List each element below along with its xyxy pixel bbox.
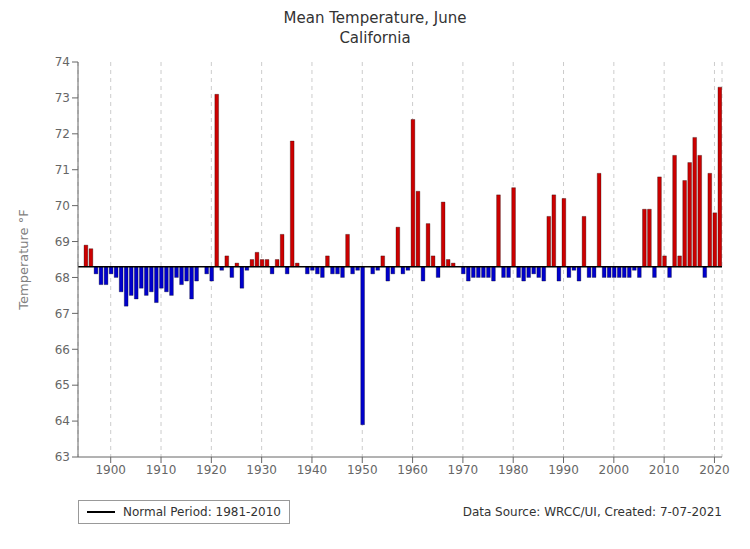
svg-text:68: 68 — [55, 271, 70, 285]
svg-text:2020: 2020 — [699, 463, 730, 477]
svg-text:2000: 2000 — [599, 463, 630, 477]
svg-text:67: 67 — [55, 307, 70, 321]
svg-text:1990: 1990 — [548, 463, 579, 477]
html-text:Mean Temperature, June: Mean Temperature, June — [283, 9, 467, 27]
svg-text:1960: 1960 — [397, 463, 428, 477]
html-text:Data Source: WRCC/UI, Created:: Data Source: WRCC/UI, Created: 7-07-2021 — [462, 505, 722, 519]
svg-text:Temperature °F: Temperature °F — [16, 209, 31, 310]
svg-text:70: 70 — [55, 199, 70, 213]
svg-text:73: 73 — [55, 91, 70, 105]
svg-text:72: 72 — [55, 127, 70, 141]
svg-text:69: 69 — [55, 235, 70, 249]
svg-text:1950: 1950 — [347, 463, 378, 477]
svg-text:63: 63 — [55, 450, 70, 464]
svg-text:1930: 1930 — [246, 463, 277, 477]
svg-text:1910: 1910 — [146, 463, 177, 477]
html-text:Normal Period: 1981-2010: Normal Period: 1981-2010 — [123, 505, 281, 519]
svg-text:64: 64 — [55, 414, 70, 428]
svg-text:1970: 1970 — [448, 463, 479, 477]
html-text:California: California — [339, 29, 411, 47]
svg-text:1900: 1900 — [95, 463, 126, 477]
svg-text:74: 74 — [55, 55, 70, 69]
svg-text:1980: 1980 — [498, 463, 529, 477]
svg-text:1920: 1920 — [196, 463, 227, 477]
svg-text:66: 66 — [55, 343, 70, 357]
svg-text:1940: 1940 — [297, 463, 328, 477]
svg-text:65: 65 — [55, 378, 70, 392]
svg-text:2010: 2010 — [649, 463, 680, 477]
svg-text:71: 71 — [55, 163, 70, 177]
